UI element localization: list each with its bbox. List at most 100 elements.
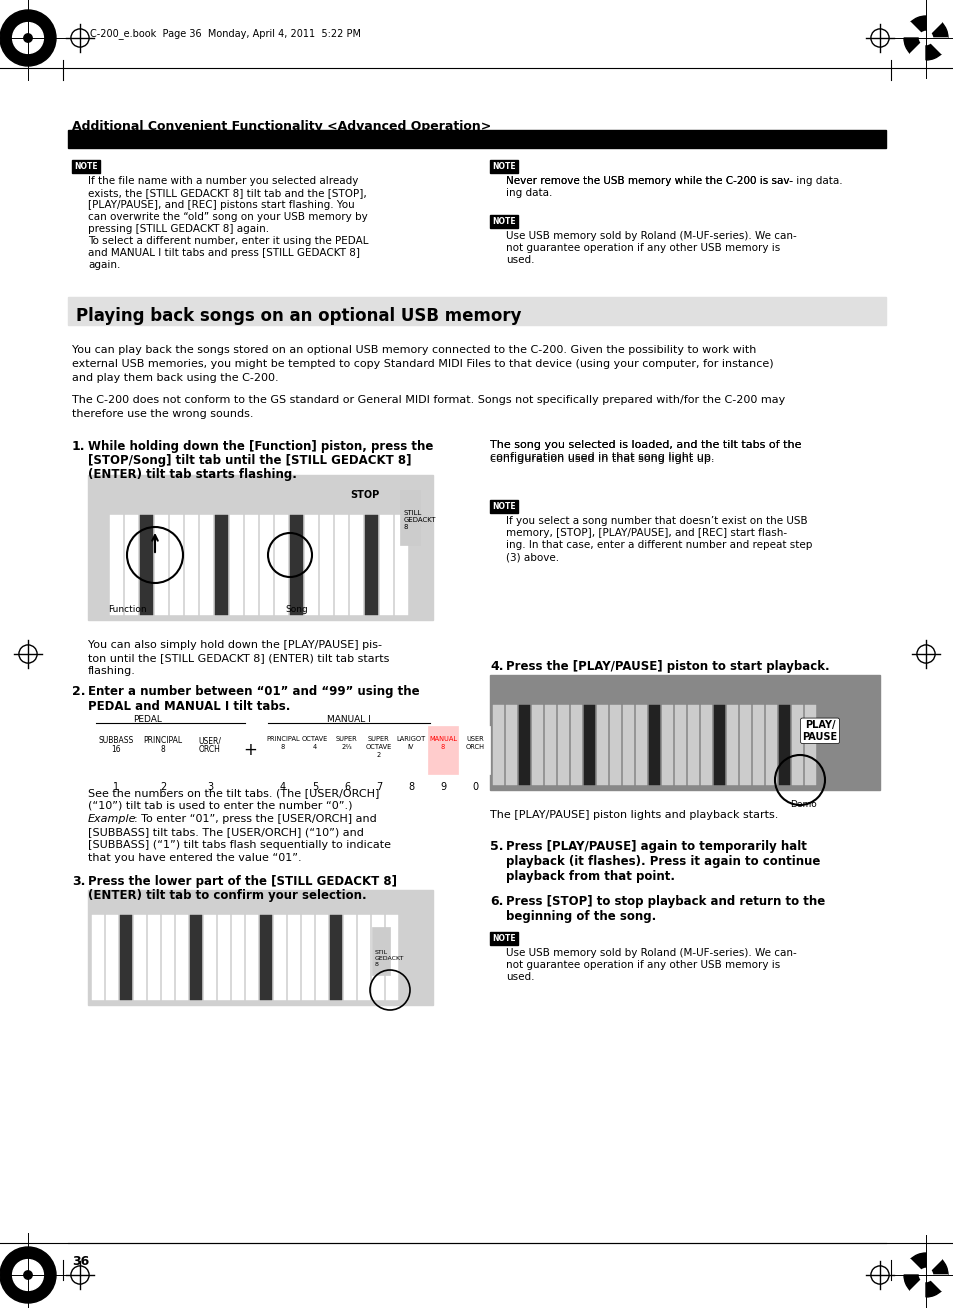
Text: Press the [PLAY/PAUSE] piston to start playback.: Press the [PLAY/PAUSE] piston to start p… bbox=[505, 661, 829, 674]
Text: 2: 2 bbox=[376, 752, 381, 759]
Text: Song: Song bbox=[285, 606, 308, 613]
Text: [STOP/Song] tilt tab until the [STILL GEDACKT 8]: [STOP/Song] tilt tab until the [STILL GE… bbox=[88, 454, 411, 467]
Text: Use USB memory sold by Roland (M-UF-series). We can-: Use USB memory sold by Roland (M-UF-seri… bbox=[505, 948, 796, 957]
Text: Press [STOP] to stop playback and return to the: Press [STOP] to stop playback and return… bbox=[505, 895, 824, 908]
Text: that you have entered the value “01”.: that you have entered the value “01”. bbox=[88, 853, 301, 863]
Bar bbox=[88, 475, 433, 620]
Bar bbox=[190, 726, 230, 774]
Text: PLAY/
PAUSE: PLAY/ PAUSE bbox=[801, 719, 837, 742]
Text: You can play back the songs stored on an optional USB memory connected to the C-: You can play back the songs stored on an… bbox=[71, 345, 756, 354]
Text: +: + bbox=[243, 742, 256, 759]
Text: To select a different number, enter it using the PEDAL: To select a different number, enter it u… bbox=[88, 235, 368, 246]
Text: 2: 2 bbox=[160, 782, 166, 793]
Text: 4: 4 bbox=[313, 744, 316, 749]
Text: Never remove the USB memory while the C-200 is sav- ing data.: Never remove the USB memory while the C-… bbox=[505, 177, 841, 186]
Text: 8: 8 bbox=[408, 782, 414, 793]
Text: flashing.: flashing. bbox=[88, 666, 135, 676]
Circle shape bbox=[12, 22, 43, 54]
Text: beginning of the song.: beginning of the song. bbox=[505, 910, 656, 923]
Bar bbox=[740, 705, 750, 785]
Bar bbox=[571, 705, 581, 785]
Bar bbox=[96, 726, 136, 774]
Bar bbox=[288, 916, 299, 1001]
Text: Enter a number between “01” and “99” using the: Enter a number between “01” and “99” usi… bbox=[88, 685, 419, 698]
Text: [SUBBASS] (“1”) tilt tabs flash sequentially to indicate: [SUBBASS] (“1”) tilt tabs flash sequenti… bbox=[88, 840, 391, 850]
Bar bbox=[726, 705, 738, 785]
Text: You can also simply hold down the [PLAY/PAUSE] pis-: You can also simply hold down the [PLAY/… bbox=[88, 640, 381, 650]
Text: PRINCIPAL: PRINCIPAL bbox=[266, 736, 299, 742]
Circle shape bbox=[12, 1260, 43, 1291]
Bar bbox=[143, 726, 183, 774]
Bar bbox=[622, 705, 634, 785]
Text: SUBBASS: SUBBASS bbox=[98, 736, 133, 746]
Bar bbox=[505, 705, 517, 785]
Text: 1.: 1. bbox=[71, 439, 86, 453]
Bar bbox=[459, 726, 490, 774]
Bar bbox=[110, 515, 123, 615]
Text: Additional Convenient Functionality <Advanced Operation>: Additional Convenient Functionality <Adv… bbox=[71, 120, 491, 133]
Text: STILL
GEDACKT
8: STILL GEDACKT 8 bbox=[403, 510, 436, 530]
Text: Demo: Demo bbox=[789, 800, 816, 810]
FancyBboxPatch shape bbox=[490, 215, 517, 228]
Text: 8: 8 bbox=[160, 746, 165, 753]
Wedge shape bbox=[903, 22, 925, 38]
Bar bbox=[232, 916, 244, 1001]
Text: : To enter “01”, press the [USER/ORCH] and: : To enter “01”, press the [USER/ORCH] a… bbox=[133, 814, 376, 824]
Bar bbox=[148, 916, 160, 1001]
Text: OCTAVE: OCTAVE bbox=[301, 736, 328, 742]
Text: 2.: 2. bbox=[71, 685, 86, 698]
Text: therefore use the wrong sounds.: therefore use the wrong sounds. bbox=[71, 409, 253, 419]
Wedge shape bbox=[925, 16, 941, 38]
Text: NOTE: NOTE bbox=[492, 162, 516, 171]
Text: 6.: 6. bbox=[490, 895, 503, 908]
Text: 36: 36 bbox=[71, 1254, 90, 1267]
Bar bbox=[106, 916, 118, 1001]
Text: Press the lower part of the [STILL GEDACKT 8]: Press the lower part of the [STILL GEDAC… bbox=[88, 875, 396, 888]
Bar bbox=[687, 705, 699, 785]
Bar bbox=[379, 515, 393, 615]
Wedge shape bbox=[909, 38, 925, 60]
Bar bbox=[302, 916, 314, 1001]
Text: NOTE: NOTE bbox=[492, 217, 516, 226]
Bar bbox=[636, 705, 646, 785]
Bar bbox=[804, 705, 815, 785]
Bar bbox=[170, 515, 183, 615]
Text: configuration used in that song light up.: configuration used in that song light up… bbox=[490, 454, 714, 464]
Bar bbox=[190, 916, 202, 1001]
Bar bbox=[88, 475, 433, 620]
Text: ton until the [STILL GEDACKT 8] (ENTER) tilt tab starts: ton until the [STILL GEDACKT 8] (ENTER) … bbox=[88, 653, 389, 663]
Text: 4: 4 bbox=[279, 782, 286, 793]
Bar bbox=[214, 515, 228, 615]
Text: used.: used. bbox=[505, 972, 534, 982]
Bar bbox=[365, 515, 377, 615]
Bar bbox=[268, 726, 297, 774]
Bar bbox=[91, 916, 104, 1001]
Wedge shape bbox=[903, 1275, 925, 1291]
Text: playback (it flashes). Press it again to continue: playback (it flashes). Press it again to… bbox=[505, 855, 820, 869]
Bar bbox=[350, 515, 363, 615]
Bar bbox=[661, 705, 672, 785]
Circle shape bbox=[24, 34, 32, 42]
Text: If you select a song number that doesn’t exist on the USB: If you select a song number that doesn’t… bbox=[505, 515, 807, 526]
Bar bbox=[372, 927, 390, 974]
Bar bbox=[260, 916, 272, 1001]
Circle shape bbox=[0, 1247, 56, 1303]
Text: 8: 8 bbox=[280, 744, 285, 749]
Bar bbox=[305, 515, 317, 615]
FancyBboxPatch shape bbox=[490, 500, 517, 513]
FancyBboxPatch shape bbox=[490, 933, 517, 944]
Text: The song you selected is loaded, and the tilt tabs of the: The song you selected is loaded, and the… bbox=[490, 439, 801, 450]
Bar bbox=[330, 916, 341, 1001]
Wedge shape bbox=[903, 38, 925, 54]
Bar bbox=[332, 726, 361, 774]
Text: 6: 6 bbox=[344, 782, 350, 793]
Text: 16: 16 bbox=[112, 746, 121, 753]
Text: IV: IV bbox=[407, 744, 414, 749]
Text: playback from that point.: playback from that point. bbox=[505, 870, 675, 883]
Wedge shape bbox=[925, 1260, 947, 1275]
Text: See the numbers on the tilt tabs. (The [USER/ORCH]: See the numbers on the tilt tabs. (The [… bbox=[88, 787, 379, 798]
Bar bbox=[364, 726, 394, 774]
Text: ing. In that case, enter a different number and repeat step: ing. In that case, enter a different num… bbox=[505, 540, 812, 549]
Bar bbox=[779, 705, 789, 785]
Text: C-200_e.book  Page 36  Monday, April 4, 2011  5:22 PM: C-200_e.book Page 36 Monday, April 4, 20… bbox=[90, 27, 360, 39]
